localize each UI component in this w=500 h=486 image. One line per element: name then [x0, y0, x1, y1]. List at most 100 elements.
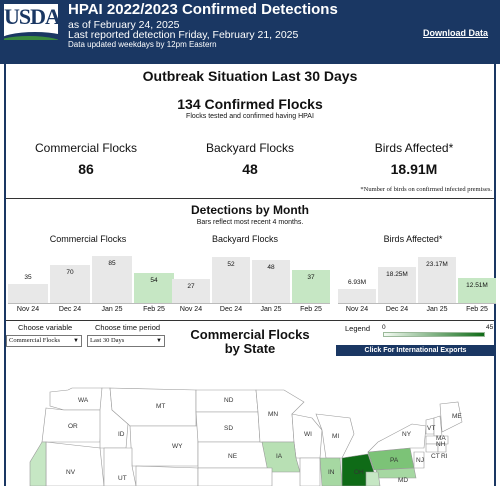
state-ca [29, 441, 47, 486]
legend-max: 45 [486, 324, 494, 331]
bar-backyard-3[interactable] [292, 270, 330, 303]
birds-affected-label: Birds Affected* [374, 141, 454, 155]
bar-category-commercial-2: Jan 25 [101, 306, 123, 313]
detections-subtitle: Bars reflect most recent 4 months. [196, 219, 304, 226]
state-label-vt: VT [427, 425, 435, 432]
bar-label-backyard-3: 37 [307, 274, 315, 282]
state-label-sd: SD [224, 425, 233, 432]
usda-logo-text: USDA [4, 4, 61, 29]
state-label-nd: ND [224, 397, 234, 404]
map-subtitle: by State [224, 341, 276, 356]
bar-label-backyard-1: 52 [227, 260, 235, 268]
state-wa [49, 387, 103, 411]
state-label-ct: CT [431, 453, 440, 460]
bar-category-backyard-3: Feb 25 [300, 306, 322, 313]
chevron-down-icon: ▼ [156, 338, 162, 344]
bar-birds-3[interactable] [458, 278, 496, 303]
bar-backyard-2[interactable] [252, 260, 290, 303]
state-label-oh: OH [354, 469, 364, 476]
state-nv [45, 441, 105, 486]
bar-category-backyard-0: Nov 24 [179, 306, 203, 313]
state-label-ny: NY [402, 431, 412, 438]
us-state-map[interactable]: WA MT ND MN ME OR ID SD WI MI NY VT NH WY IA MA NE CT RI PA… [6, 362, 494, 486]
birds-affected-value: 18.91M [390, 161, 438, 177]
state-label-ut: UT [118, 475, 127, 482]
chart-baseline-backyard [172, 303, 330, 304]
state-nj [413, 451, 425, 469]
state-label-wi: WI [304, 431, 312, 438]
state-label-or: OR [68, 423, 78, 430]
confirmed-flocks-title: 134 Confirmed Flocks [177, 96, 323, 112]
bar-label-birds-0: 6.93M [347, 279, 367, 287]
bar-commercial-0[interactable] [8, 283, 48, 303]
bar-birds-2[interactable] [418, 257, 456, 303]
commercial-flocks-value: 86 [78, 161, 94, 177]
state-me [439, 401, 463, 433]
chart-baseline-birds [338, 303, 496, 304]
international-exports-button[interactable]: Click For International Exports [336, 345, 495, 356]
detections-title: Detections by Month [190, 203, 309, 217]
birds-footnote: *Number of birds on confirmed infected p… [360, 186, 492, 193]
bar-commercial-3[interactable] [134, 273, 174, 303]
bar-label-commercial-0: 35 [24, 273, 32, 281]
state-ut [103, 447, 137, 486]
state-in [319, 457, 343, 486]
state-label-pa: PA [390, 457, 399, 464]
state-ri [437, 443, 447, 453]
state-label-ma: MA [436, 435, 446, 442]
update-schedule: Data updated weekdays by 12pm Eastern [68, 40, 217, 49]
chart-commercial-title: Commercial Flocks [49, 234, 127, 244]
variable-select[interactable]: Commercial Flocks ▼ [6, 335, 82, 347]
backyard-flocks-label: Backyard Flocks [205, 141, 295, 155]
bar-category-backyard-2: Jan 25 [260, 306, 282, 313]
state-label-nh: NH [436, 441, 446, 448]
bar-category-birds-3: Feb 25 [466, 306, 488, 313]
bar-category-commercial-3: Feb 25 [143, 306, 165, 313]
page-title: HPAI 2022/2023 Confirmed Detections [68, 1, 338, 18]
state-label-id: ID [118, 431, 125, 438]
section-divider-2 [6, 320, 494, 321]
map-title: Commercial Flocks [190, 327, 310, 342]
chevron-down-icon: ▼ [73, 338, 79, 344]
bar-birds-1[interactable] [378, 267, 416, 303]
outbreak-title: Outbreak Situation Last 30 Days [142, 68, 358, 84]
frame-border-right [494, 64, 496, 486]
state-label-wa: WA [78, 397, 89, 404]
state-label-nv: NV [66, 469, 76, 476]
as-of-date: as of February 24, 2025 [68, 19, 180, 31]
state-label-wy: WY [172, 443, 183, 450]
bar-category-backyard-1: Dec 24 [219, 306, 243, 313]
period-select[interactable]: Last 30 Days ▼ [87, 335, 165, 347]
bar-category-commercial-0: Nov 24 [16, 306, 40, 313]
state-co [135, 465, 199, 486]
period-label: Choose time period [95, 323, 161, 332]
state-wy [129, 425, 199, 467]
usda-logo: USDA [4, 4, 61, 40]
state-ia [261, 441, 301, 473]
bar-backyard-1[interactable] [212, 256, 250, 303]
bar-birds-0[interactable] [338, 289, 376, 303]
state-label-mn: MN [268, 411, 278, 418]
bar-category-birds-1: Dec 24 [385, 306, 409, 313]
bar-label-backyard-0: 27 [187, 283, 195, 291]
bar-commercial-2[interactable] [92, 256, 132, 303]
state-ks [197, 467, 273, 486]
bar-label-backyard-2: 48 [267, 264, 275, 272]
state-il [299, 457, 321, 486]
state-wv [365, 471, 381, 486]
page-header: USDA HPAI 2022/2023 Confirmed Detections… [0, 0, 500, 64]
variable-label: Choose variable [18, 323, 73, 332]
commercial-flocks-label: Commercial Flocks [34, 141, 137, 155]
chart-birds-title: Birds Affected* [383, 234, 443, 244]
backyard-flocks-value: 48 [242, 161, 258, 177]
state-ma [425, 435, 449, 445]
bar-category-birds-2: Jan 25 [426, 306, 448, 313]
state-label-mt: MT [156, 403, 165, 410]
bar-backyard-0[interactable] [172, 279, 210, 303]
bar-label-birds-3: 12.51M [466, 282, 488, 290]
bar-category-commercial-1: Dec 24 [58, 306, 82, 313]
bar-commercial-1[interactable] [50, 264, 90, 303]
bar-label-birds-1: 18.25M [386, 271, 408, 279]
download-data-link[interactable]: Download Data [422, 28, 488, 38]
section-divider [6, 198, 494, 199]
